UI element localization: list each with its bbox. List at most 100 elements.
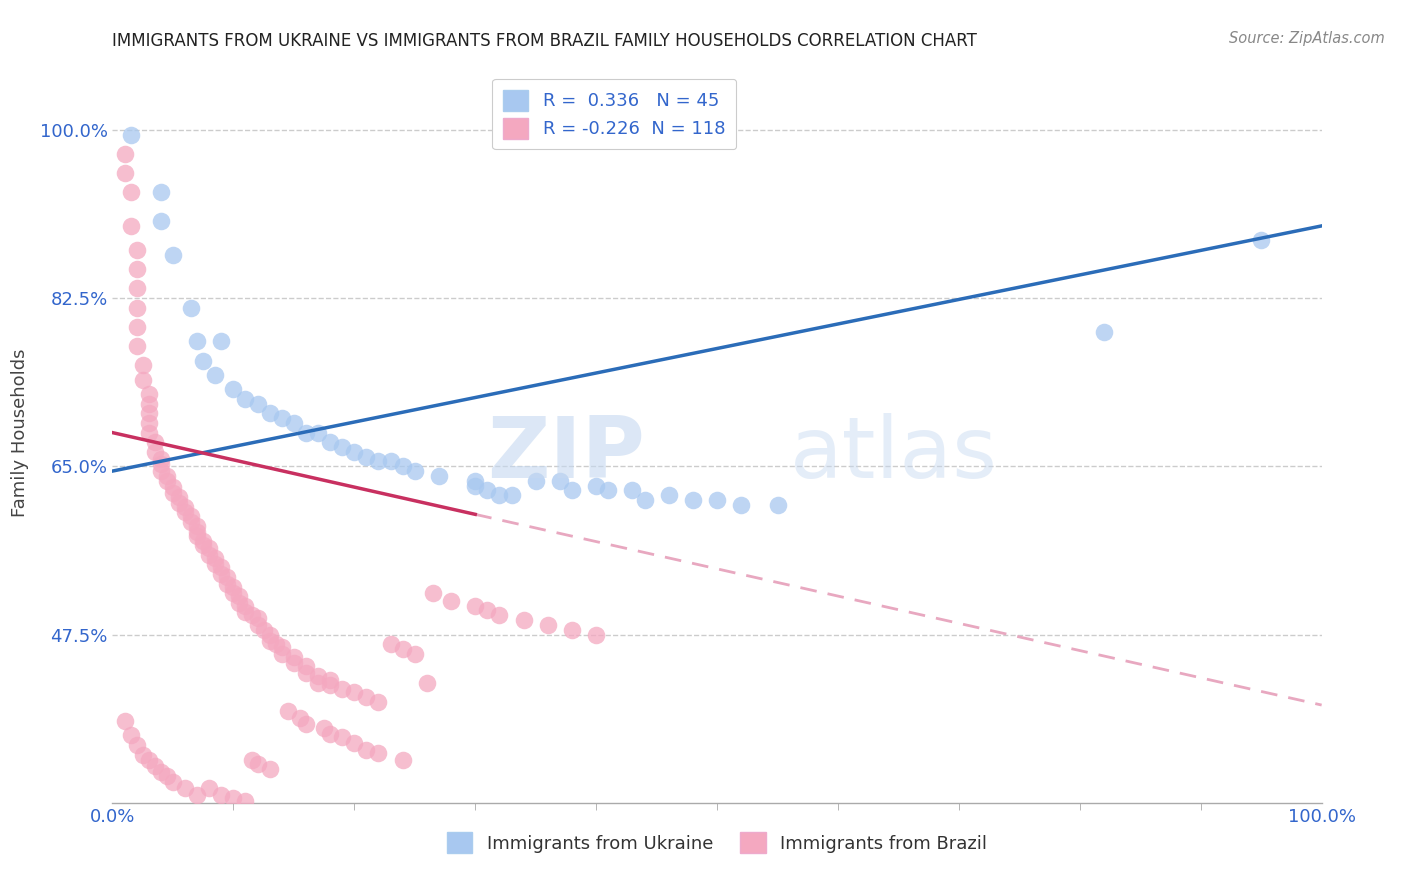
Point (240, 608, 263, 623)
Point (391, 642, 413, 657)
Point (488, 488, 510, 502)
Point (307, 675, 329, 690)
Point (270, 640, 292, 654)
Point (209, 566, 232, 581)
Point (356, 450, 378, 464)
Point (174, 781, 197, 796)
Point (209, 560, 232, 574)
Text: Source: ZipAtlas.com: Source: ZipAtlas.com (1229, 31, 1385, 46)
Point (125, 738, 148, 752)
Point (149, 464, 172, 478)
Point (217, 570, 239, 584)
Point (512, 613, 534, 627)
Point (307, 425, 329, 440)
Point (149, 186, 172, 200)
Point (367, 746, 389, 760)
Point (416, 675, 439, 690)
Point (174, 500, 197, 514)
Text: ZIP: ZIP (486, 413, 644, 496)
Point (319, 673, 342, 687)
Point (295, 717, 318, 731)
Point (422, 586, 444, 600)
Point (464, 474, 486, 488)
Point (120, 219, 142, 233)
Point (706, 492, 728, 507)
Point (633, 492, 655, 507)
Point (174, 505, 197, 519)
Point (1092, 325, 1115, 339)
Point (132, 359, 155, 373)
Point (120, 186, 142, 200)
Point (343, 736, 366, 750)
Point (162, 486, 184, 500)
Point (259, 762, 281, 776)
Point (198, 541, 221, 555)
Point (138, 387, 160, 401)
Point (138, 406, 160, 420)
Point (125, 301, 148, 315)
Point (561, 483, 583, 498)
Text: IMMIGRANTS FROM UKRAINE VS IMMIGRANTS FROM BRAZIL FAMILY HOUSEHOLDS CORRELATION : IMMIGRANTS FROM UKRAINE VS IMMIGRANTS FR… (112, 32, 977, 50)
Point (143, 445, 166, 459)
Point (295, 425, 318, 440)
Point (501, 488, 523, 502)
Point (319, 678, 342, 692)
Point (180, 301, 202, 315)
Point (477, 483, 499, 498)
Point (682, 492, 704, 507)
Point (186, 528, 208, 542)
Point (259, 627, 281, 641)
Point (132, 747, 155, 762)
Point (488, 608, 510, 623)
Point (283, 416, 305, 430)
Point (235, 392, 257, 406)
Point (246, 397, 269, 411)
Point (330, 682, 353, 697)
Point (167, 496, 190, 510)
Point (180, 509, 202, 524)
Point (367, 454, 389, 468)
Point (235, 606, 257, 620)
Point (186, 788, 208, 802)
Point (138, 416, 160, 430)
Point (222, 791, 245, 805)
Point (156, 469, 179, 483)
Point (288, 711, 311, 725)
Point (125, 262, 148, 277)
Point (367, 695, 389, 709)
Point (404, 464, 426, 478)
Point (356, 690, 378, 704)
Point (186, 334, 208, 349)
Point (246, 611, 269, 625)
Point (191, 353, 214, 368)
Point (114, 714, 136, 728)
Point (162, 248, 184, 262)
Point (343, 685, 366, 699)
Point (149, 214, 172, 228)
Point (621, 483, 644, 498)
Point (156, 474, 179, 488)
Point (228, 596, 250, 610)
Point (138, 425, 160, 440)
Point (246, 757, 269, 772)
Point (114, 166, 136, 180)
Point (380, 454, 402, 468)
Point (209, 788, 232, 802)
Point (132, 373, 155, 387)
Point (167, 490, 190, 504)
Point (283, 649, 305, 664)
Point (561, 623, 583, 637)
Point (235, 599, 257, 613)
Point (312, 721, 335, 735)
Point (222, 586, 245, 600)
Point (191, 534, 214, 549)
Point (295, 665, 318, 680)
Point (120, 128, 142, 142)
Point (222, 581, 245, 595)
Point (186, 524, 208, 539)
Point (191, 538, 214, 552)
Point (217, 576, 239, 591)
Point (477, 603, 499, 617)
Point (598, 483, 620, 498)
Point (404, 647, 426, 661)
